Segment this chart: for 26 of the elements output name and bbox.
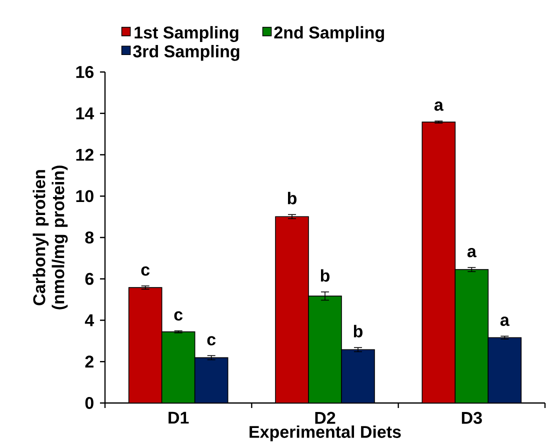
data-label: c [141, 266, 150, 276]
y-axis-title: Carbonyl protien (nmol/mg protein) [32, 166, 68, 310]
data-label: c [174, 311, 183, 321]
x-tick-label: D2 [315, 412, 336, 424]
y-tick-label: 12 [76, 148, 94, 161]
y-tick-label: 4 [84, 314, 94, 326]
y-tick-label: 6 [85, 272, 94, 285]
data-label: b [320, 269, 330, 282]
y-tick-label: 0 [85, 396, 94, 410]
data-label: b [288, 192, 296, 204]
x-tick-label: D3 [462, 412, 482, 424]
y-tick-label: 8 [85, 231, 94, 244]
legend-label: 1st Sampling [134, 26, 238, 42]
y-tick-label: 16 [76, 66, 94, 78]
legend-label: 2nd Sampling [274, 26, 384, 42]
legend-label: 3rd Sampling [133, 44, 240, 61]
y-tick-label: 14 [76, 108, 94, 120]
y-tick-label: 2 [85, 356, 94, 368]
y-tick-label: 10 [76, 190, 94, 202]
data-label: a [500, 316, 510, 326]
data-label: a [467, 248, 477, 258]
x-tick-label: D1 [168, 412, 189, 424]
data-label: c [207, 336, 216, 346]
data-label: a [434, 102, 444, 111]
data-label: b [354, 324, 362, 338]
x-axis-title: Experimental Diets [250, 425, 401, 442]
